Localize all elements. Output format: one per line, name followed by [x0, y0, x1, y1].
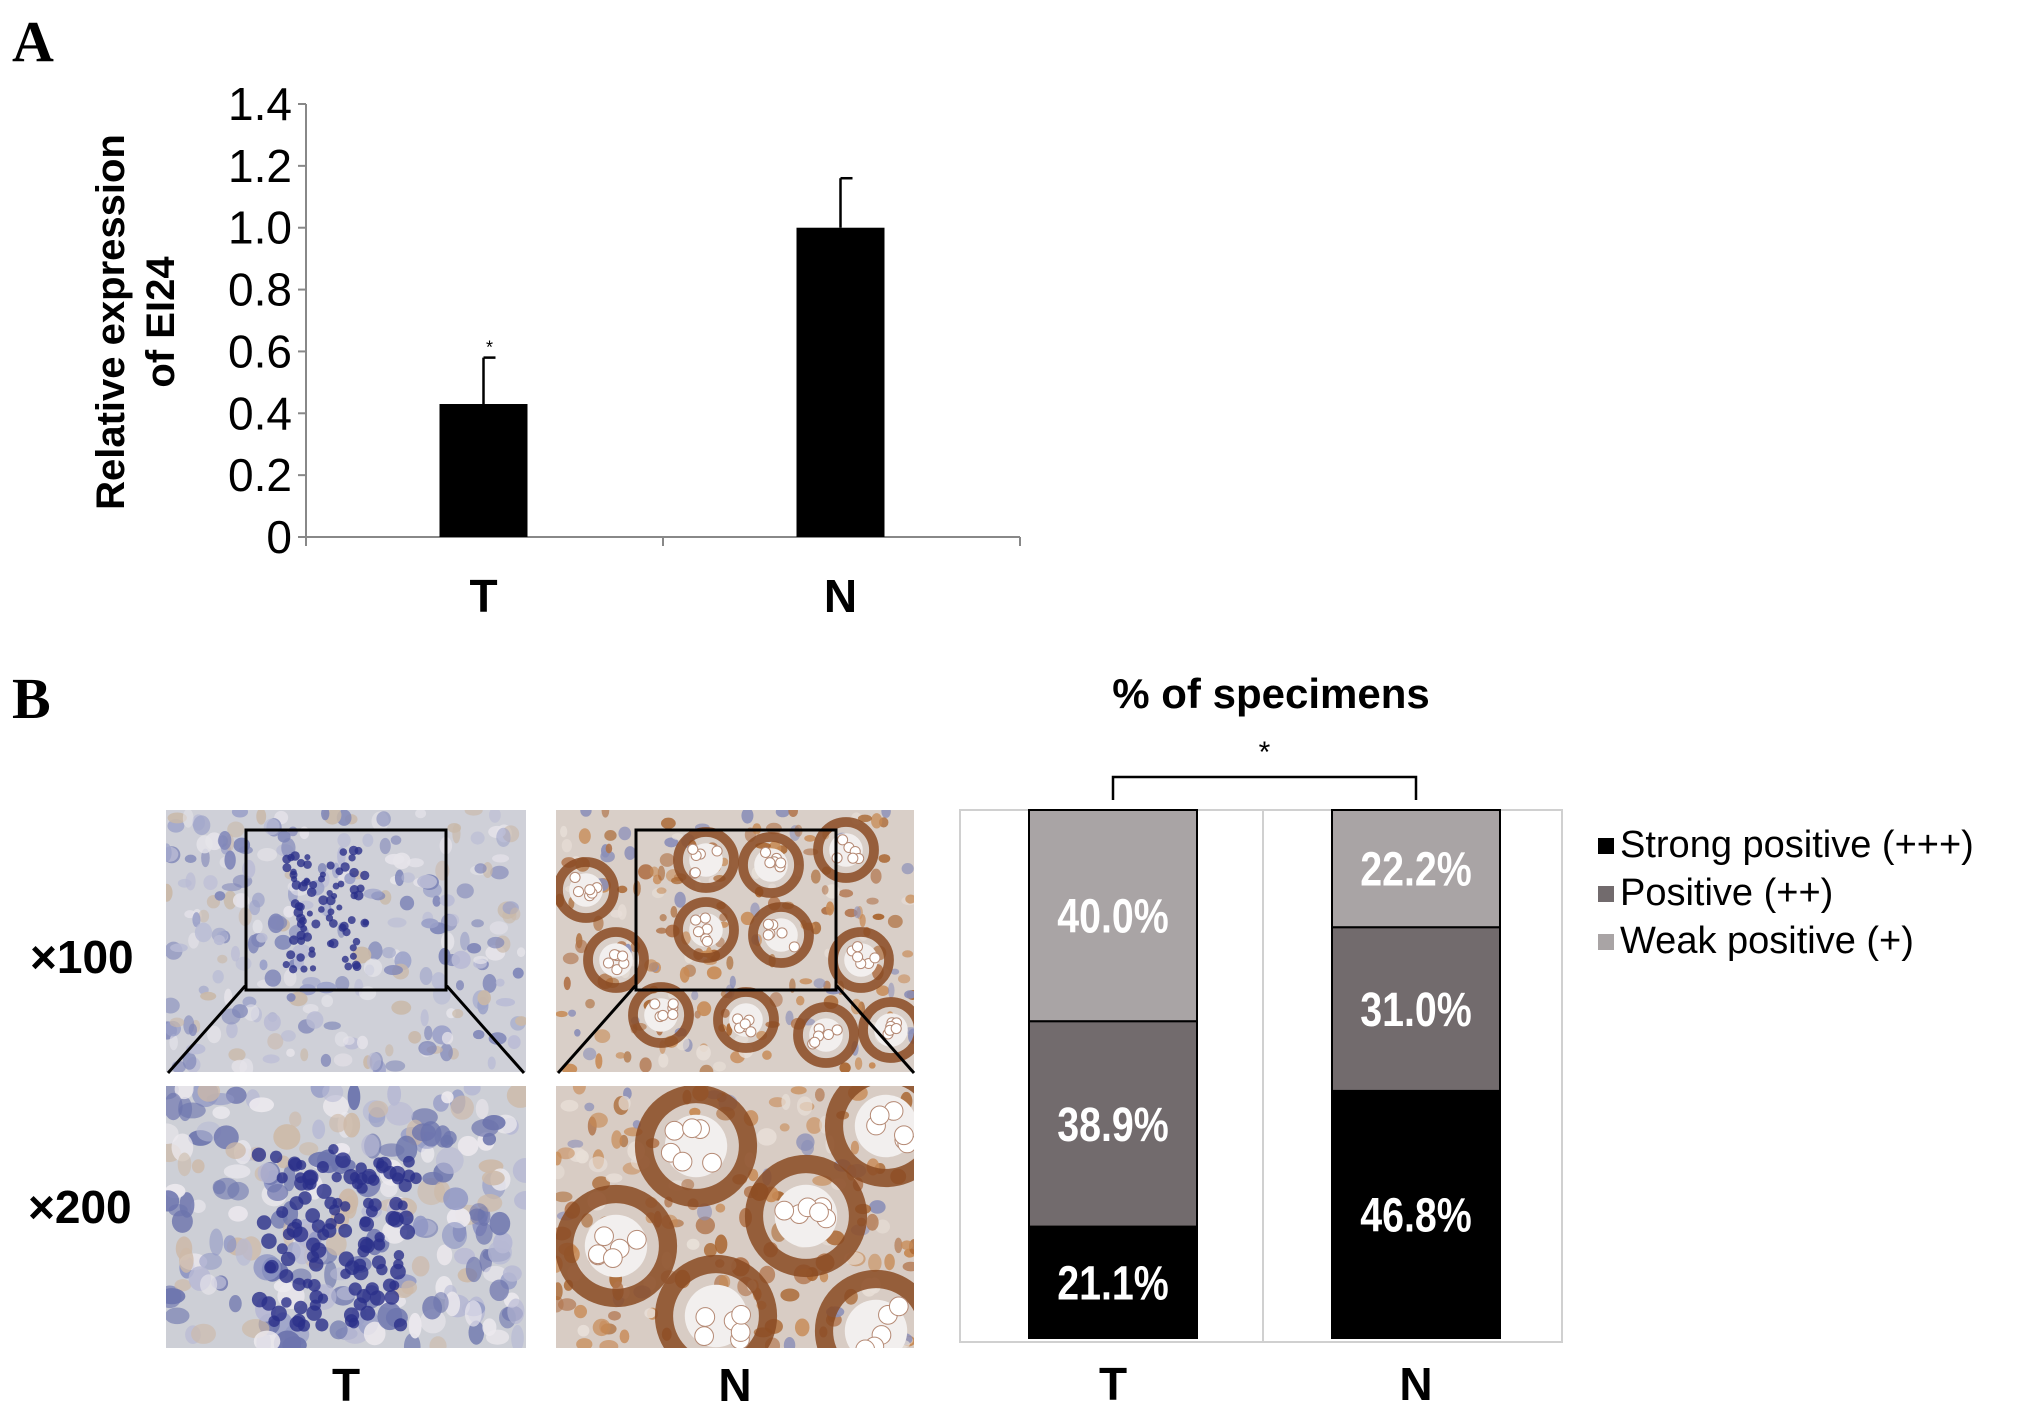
- legend-label-weak: Weak positive (+): [1620, 920, 1914, 962]
- normal-x100-image: [556, 810, 914, 1072]
- data-label-N-1: 31.0%: [1360, 983, 1472, 1037]
- micrograph-col-normal: N: [718, 1359, 752, 1411]
- y-tick-label: 0.8: [228, 264, 292, 316]
- y-axis-label-line2: of EI24: [139, 256, 183, 388]
- magnification-x100: ×100: [30, 931, 134, 983]
- x-category-label-N: N: [824, 570, 857, 622]
- stack-segment-N-2: [1331, 809, 1501, 929]
- legend-strong-positive: Strong positive (+++): [1598, 824, 1974, 867]
- data-label-T-0: 21.1%: [1057, 1257, 1169, 1311]
- x-category-label-T: T: [1099, 1358, 1127, 1410]
- data-label-T-2: 40.0%: [1057, 890, 1169, 944]
- y-axis-label: Relative expression of EI24: [89, 134, 183, 510]
- panel-letter-b: B: [12, 666, 51, 731]
- stack-segment-T-0: [1028, 1225, 1198, 1340]
- y-tick-label: 0.2: [228, 449, 292, 501]
- stack-segment-T-2: [1028, 809, 1198, 1023]
- micrograph-normal-x100: [556, 810, 914, 1072]
- legend-swatch-strong: [1598, 837, 1614, 854]
- tumor-x200-image: [166, 1086, 526, 1348]
- legend-swatch-positive: [1598, 885, 1614, 902]
- x-category-label-N: N: [1399, 1358, 1432, 1410]
- legend-label-strong: Strong positive (+++): [1620, 824, 1974, 866]
- significance-mark: *: [1259, 736, 1271, 769]
- legend-swatch-weak: [1598, 933, 1614, 950]
- y-axis-label-line1: Relative expression: [89, 134, 133, 510]
- significance-bracket: [1111, 775, 1418, 800]
- normal-x200-image: [556, 1086, 914, 1348]
- y-tick-label: 1.4: [228, 78, 292, 130]
- micrograph-tumor-x100: [166, 810, 526, 1072]
- bar-T: [439, 404, 528, 537]
- panel-letter-a: A: [12, 9, 54, 74]
- y-tick-label: 0.6: [228, 325, 292, 377]
- micrograph-normal-x200: [556, 1086, 914, 1348]
- y-tick-label: 0: [266, 511, 292, 563]
- y-tick-label: 1.2: [228, 140, 292, 192]
- stacked-bar-chart-b: % of specimens * 21.1% 38.9% 40.0% T 46.8% 31.0…: [959, 670, 1563, 1410]
- zoom-box: [244, 828, 448, 992]
- micrograph-tumor-x200: [166, 1086, 526, 1348]
- data-label-T-1: 38.9%: [1057, 1098, 1169, 1152]
- bar-chart-a: 0 0.2 0.4 0.6 0.8 1.0 1.2 1.4 * T N Relative expres…: [89, 78, 1021, 622]
- legend-weak-positive: Weak positive (+): [1598, 920, 1914, 963]
- significance-mark-T: *: [486, 338, 493, 358]
- y-tick-label: 1.0: [228, 202, 292, 254]
- x-category-label-T: T: [469, 570, 497, 622]
- tumor-x100-image: [166, 810, 526, 1072]
- stack-segment-N-0: [1331, 1089, 1501, 1339]
- data-label-N-0: 46.8%: [1360, 1189, 1472, 1243]
- magnification-x200: ×200: [28, 1181, 132, 1233]
- micrograph-col-tumor: T: [331, 1359, 361, 1411]
- zoom-box: [634, 828, 838, 992]
- stack-segment-T-1: [1028, 1020, 1198, 1228]
- data-label-N-2: 22.2%: [1360, 843, 1472, 897]
- bar-N: [796, 227, 885, 537]
- legend-positive: Positive (++): [1598, 872, 1833, 915]
- y-tick-label: 0.4: [228, 387, 292, 439]
- zoom-connectors: [166, 985, 916, 1074]
- chart-title: % of specimens: [1112, 670, 1429, 717]
- plot-frame: [959, 809, 1563, 1343]
- legend-label-positive: Positive (++): [1620, 872, 1834, 914]
